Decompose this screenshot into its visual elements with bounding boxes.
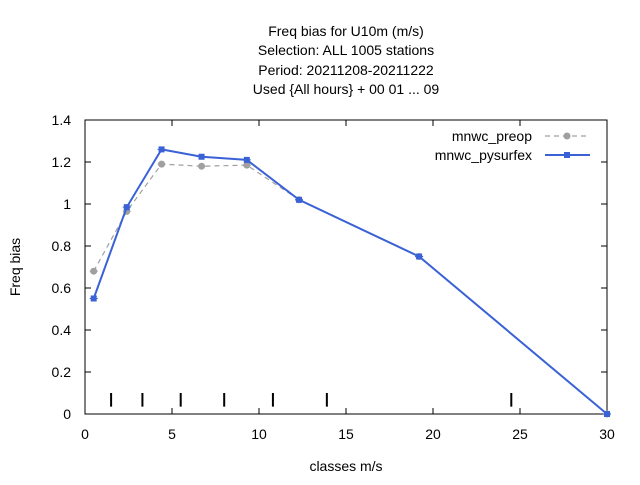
chart-title-line-3: Period: 20211208-20211222 xyxy=(258,62,434,78)
x-tick-label: 5 xyxy=(168,426,176,442)
x-tick-label: 25 xyxy=(512,426,528,442)
legend-marker-mnwc_pysurfex xyxy=(564,152,570,158)
x-tick-label: 30 xyxy=(599,426,615,442)
y-tick-label: 1.4 xyxy=(52,112,72,128)
legend: mnwc_preop mnwc_pysurfex xyxy=(435,128,590,163)
chart-title-line-1: Freq bias for U10m (m/s) xyxy=(268,23,424,39)
x-tick-label: 15 xyxy=(338,426,354,442)
y-tick-label: 0 xyxy=(63,406,71,422)
y-tick-label: 0.6 xyxy=(52,280,72,296)
chart-title-line-2: Selection: ALL 1005 stations xyxy=(258,42,434,58)
y-tick-label: 1.2 xyxy=(52,154,72,170)
legend-label-mnwc_pysurfex: mnwc_pysurfex xyxy=(435,147,532,163)
x-tick-label: 10 xyxy=(251,426,267,442)
y-tick-label: 0.2 xyxy=(52,364,72,380)
x-tick-label: 0 xyxy=(81,426,89,442)
y-tick-label: 1 xyxy=(63,196,71,212)
axes: 0 5 10 15 20 25 30 0 0.2 0.4 0.6 0.8 1 1.2 1.4 xyxy=(52,112,615,442)
y-tick-label: 0.4 xyxy=(52,322,72,338)
legend-marker-mnwc_preop xyxy=(563,132,571,140)
y-tick-label: 0.8 xyxy=(52,238,72,254)
x-tick-label: 20 xyxy=(425,426,441,442)
legend-label-mnwc_preop: mnwc_preop xyxy=(452,128,532,144)
chart-title-line-4: Used {All hours} + 00 01 ... 09 xyxy=(253,81,440,97)
series-line-mnwc_preop xyxy=(93,163,608,415)
series-line-mnwc_pysurfex xyxy=(92,148,608,415)
series xyxy=(89,146,611,418)
chart-title: Freq bias for U10m (m/s) Selection: ALL … xyxy=(253,23,440,97)
y-axis-label: Freq bias xyxy=(7,238,23,296)
class-limit-marks xyxy=(110,393,513,407)
x-axis-label: classes m/s xyxy=(309,458,382,474)
